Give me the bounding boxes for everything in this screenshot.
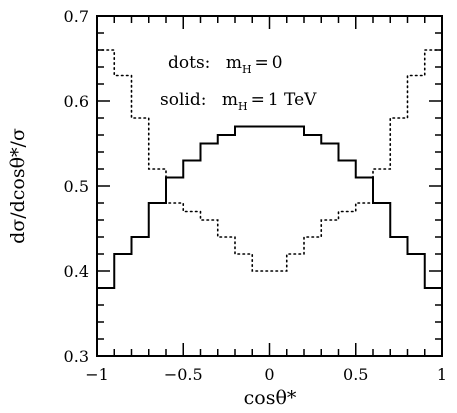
legend-dots: dots: mH = 0: [168, 53, 283, 76]
x-tick-label: 0.5: [343, 365, 368, 384]
legend-solid: solid: mH = 1 TeV: [160, 90, 317, 113]
legend-solid-value: 1 TeV: [268, 90, 317, 110]
legend-solid-mass: m: [222, 90, 238, 110]
ticks: [96, 15, 443, 357]
legend-dots-prefix: dots:: [168, 53, 210, 73]
x-axis-title: cosθ*: [244, 387, 297, 409]
y-tick-label: 0.7: [64, 7, 89, 26]
legend-solid-prefix: solid:: [160, 90, 206, 110]
series-dotted-line: [96, 49, 443, 272]
y-tick-label: 0.6: [64, 92, 89, 111]
legend-dots-value: 0: [272, 53, 283, 73]
y-axis-title: dσ/dcosθ*/σ: [7, 128, 29, 244]
series-solid-line: [97, 125, 442, 289]
x-tick-label: 1: [437, 365, 447, 384]
legend-solid-subscript: H: [238, 100, 248, 113]
x-tick-label: −1: [85, 365, 109, 384]
x-tick-label: −0.5: [164, 365, 203, 384]
tick-labels: −1 −0.5 0 0.5 1 0.3 0.4 0.5 0.6 0.7: [64, 7, 448, 384]
y-tick-label: 0.4: [64, 262, 89, 281]
legend-dots-mass: m: [226, 53, 242, 73]
y-tick-label: 0.3: [64, 347, 89, 366]
series-layer: [96, 49, 443, 289]
x-tick-label: 0: [264, 365, 274, 384]
plot-frame: [96, 15, 443, 357]
legend-dots-equals: =: [255, 53, 269, 73]
legend-dots-subscript: H: [242, 63, 252, 76]
legend-solid-equals: =: [251, 90, 265, 110]
y-tick-label: 0.5: [64, 177, 89, 196]
